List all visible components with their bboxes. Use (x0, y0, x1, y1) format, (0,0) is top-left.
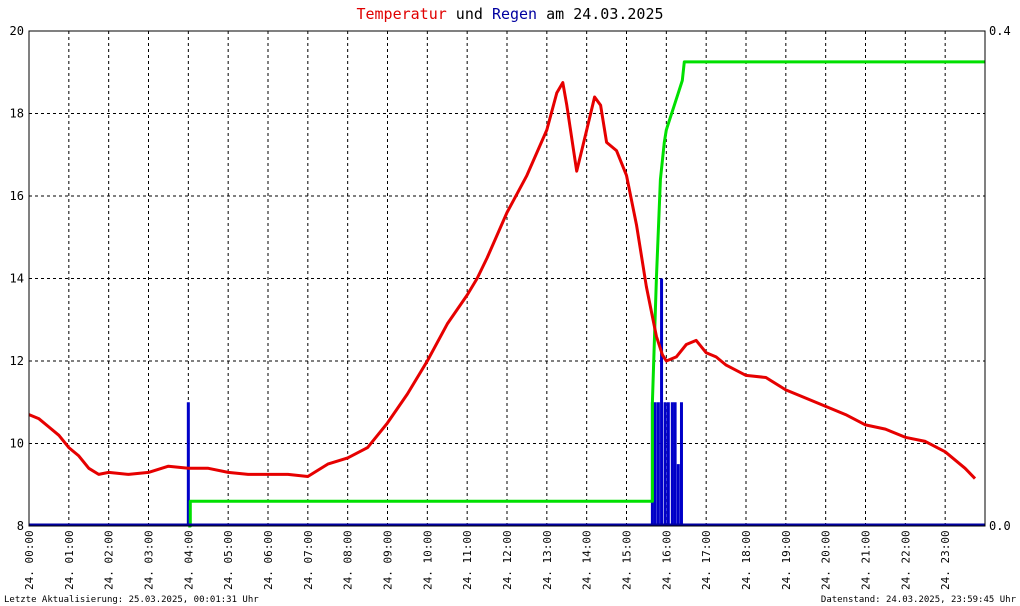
temperature-line (28, 81, 977, 480)
rain-bar (656, 402, 660, 526)
plot-frame (28, 30, 986, 527)
x-tick-label: 24. 20:00 (820, 530, 833, 590)
y-right-tick-label: 0.4 (989, 24, 1011, 38)
x-tick-label: 24. 02:00 (103, 530, 116, 590)
rain-bar (676, 464, 680, 526)
rain-bar (673, 402, 677, 526)
chart-title: Temperatur und Regen am 24.03.2025 (356, 5, 663, 23)
x-tick-label: 24. 05:00 (222, 530, 235, 590)
x-tick-label: 24. 07:00 (302, 530, 315, 590)
x-tick-label: 24. 06:00 (262, 530, 275, 590)
rain-bar (660, 278, 664, 526)
x-tick-label: 24. 22:00 (899, 530, 912, 590)
x-tick-label: 24. 11:00 (461, 530, 474, 590)
chart-title-part: Regen (492, 5, 537, 23)
y-left-tick-label: 14 (10, 272, 24, 286)
y-left-tick-label: 12 (10, 354, 24, 368)
x-tick-label: 24. 01:00 (63, 530, 76, 590)
y-left-tick-label: 18 (10, 107, 24, 121)
x-tick-label: 24. 08:00 (342, 530, 355, 590)
rain-bar (679, 402, 683, 526)
x-axis-ticks: 24. 00:00 24. 01:00 24. 02:00 24. 03:00 24. … (23, 530, 952, 590)
chart-title-part: am 24.03.2025 (537, 5, 663, 23)
rain-bar (186, 402, 190, 526)
x-tick-label: 24. 14:00 (581, 530, 594, 590)
x-tick-label: 24. 03:00 (143, 530, 156, 590)
rain-bar (670, 402, 674, 526)
rain-bar (653, 402, 657, 526)
x-tick-label: 24. 04:00 (182, 530, 195, 590)
x-tick-label: 24. 00:00 (23, 530, 36, 590)
x-tick-label: 24. 21:00 (860, 530, 873, 590)
chart-title-part: Temperatur (356, 5, 446, 23)
y-left-tick-label: 16 (10, 189, 24, 203)
x-tick-label: 24. 15:00 (621, 530, 634, 590)
y-right-tick-label: 0.0 (989, 519, 1011, 533)
rain-bars (186, 278, 683, 526)
y-left-tick-label: 20 (10, 24, 24, 38)
x-tick-label: 24. 12:00 (501, 530, 514, 590)
rain-bar (663, 402, 667, 526)
last-update-text: Letzte Aktualisierung: 25.03.2025, 00:01… (4, 595, 259, 605)
x-tick-label: 24. 23:00 (939, 530, 952, 590)
rain-bar (666, 402, 670, 526)
y-left-tick-label: 8 (17, 519, 24, 533)
rain-sum-line (188, 60, 985, 528)
y-left-tick-label: 10 (10, 437, 24, 451)
x-tick-label: 24. 13:00 (541, 530, 554, 590)
x-tick-label: 24. 19:00 (780, 530, 793, 590)
chart-title-part: und (447, 5, 492, 23)
data-status-text: Datenstand: 24.03.2025, 23:59:45 Uhr (821, 595, 1017, 605)
x-tick-label: 24. 10:00 (421, 530, 434, 590)
x-tick-label: 24. 16:00 (660, 530, 673, 590)
y-axis-left-ticks: 8 10 12 14 16 18 20 (10, 24, 24, 533)
grid-lines (29, 31, 985, 526)
x-tick-label: 24. 09:00 (382, 530, 395, 590)
y-axis-right-ticks: 0.0 0.4 (989, 24, 1011, 533)
x-tick-label: 24. 17:00 (700, 530, 713, 590)
x-tick-label: 24. 18:00 (740, 530, 753, 590)
